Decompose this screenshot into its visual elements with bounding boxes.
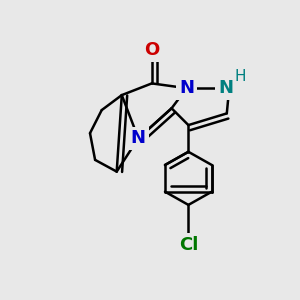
Text: N: N	[218, 79, 233, 97]
Text: H: H	[235, 69, 246, 84]
Text: N: N	[131, 129, 146, 147]
Text: O: O	[144, 41, 159, 59]
Text: N: N	[179, 79, 194, 97]
Text: Cl: Cl	[179, 236, 198, 254]
